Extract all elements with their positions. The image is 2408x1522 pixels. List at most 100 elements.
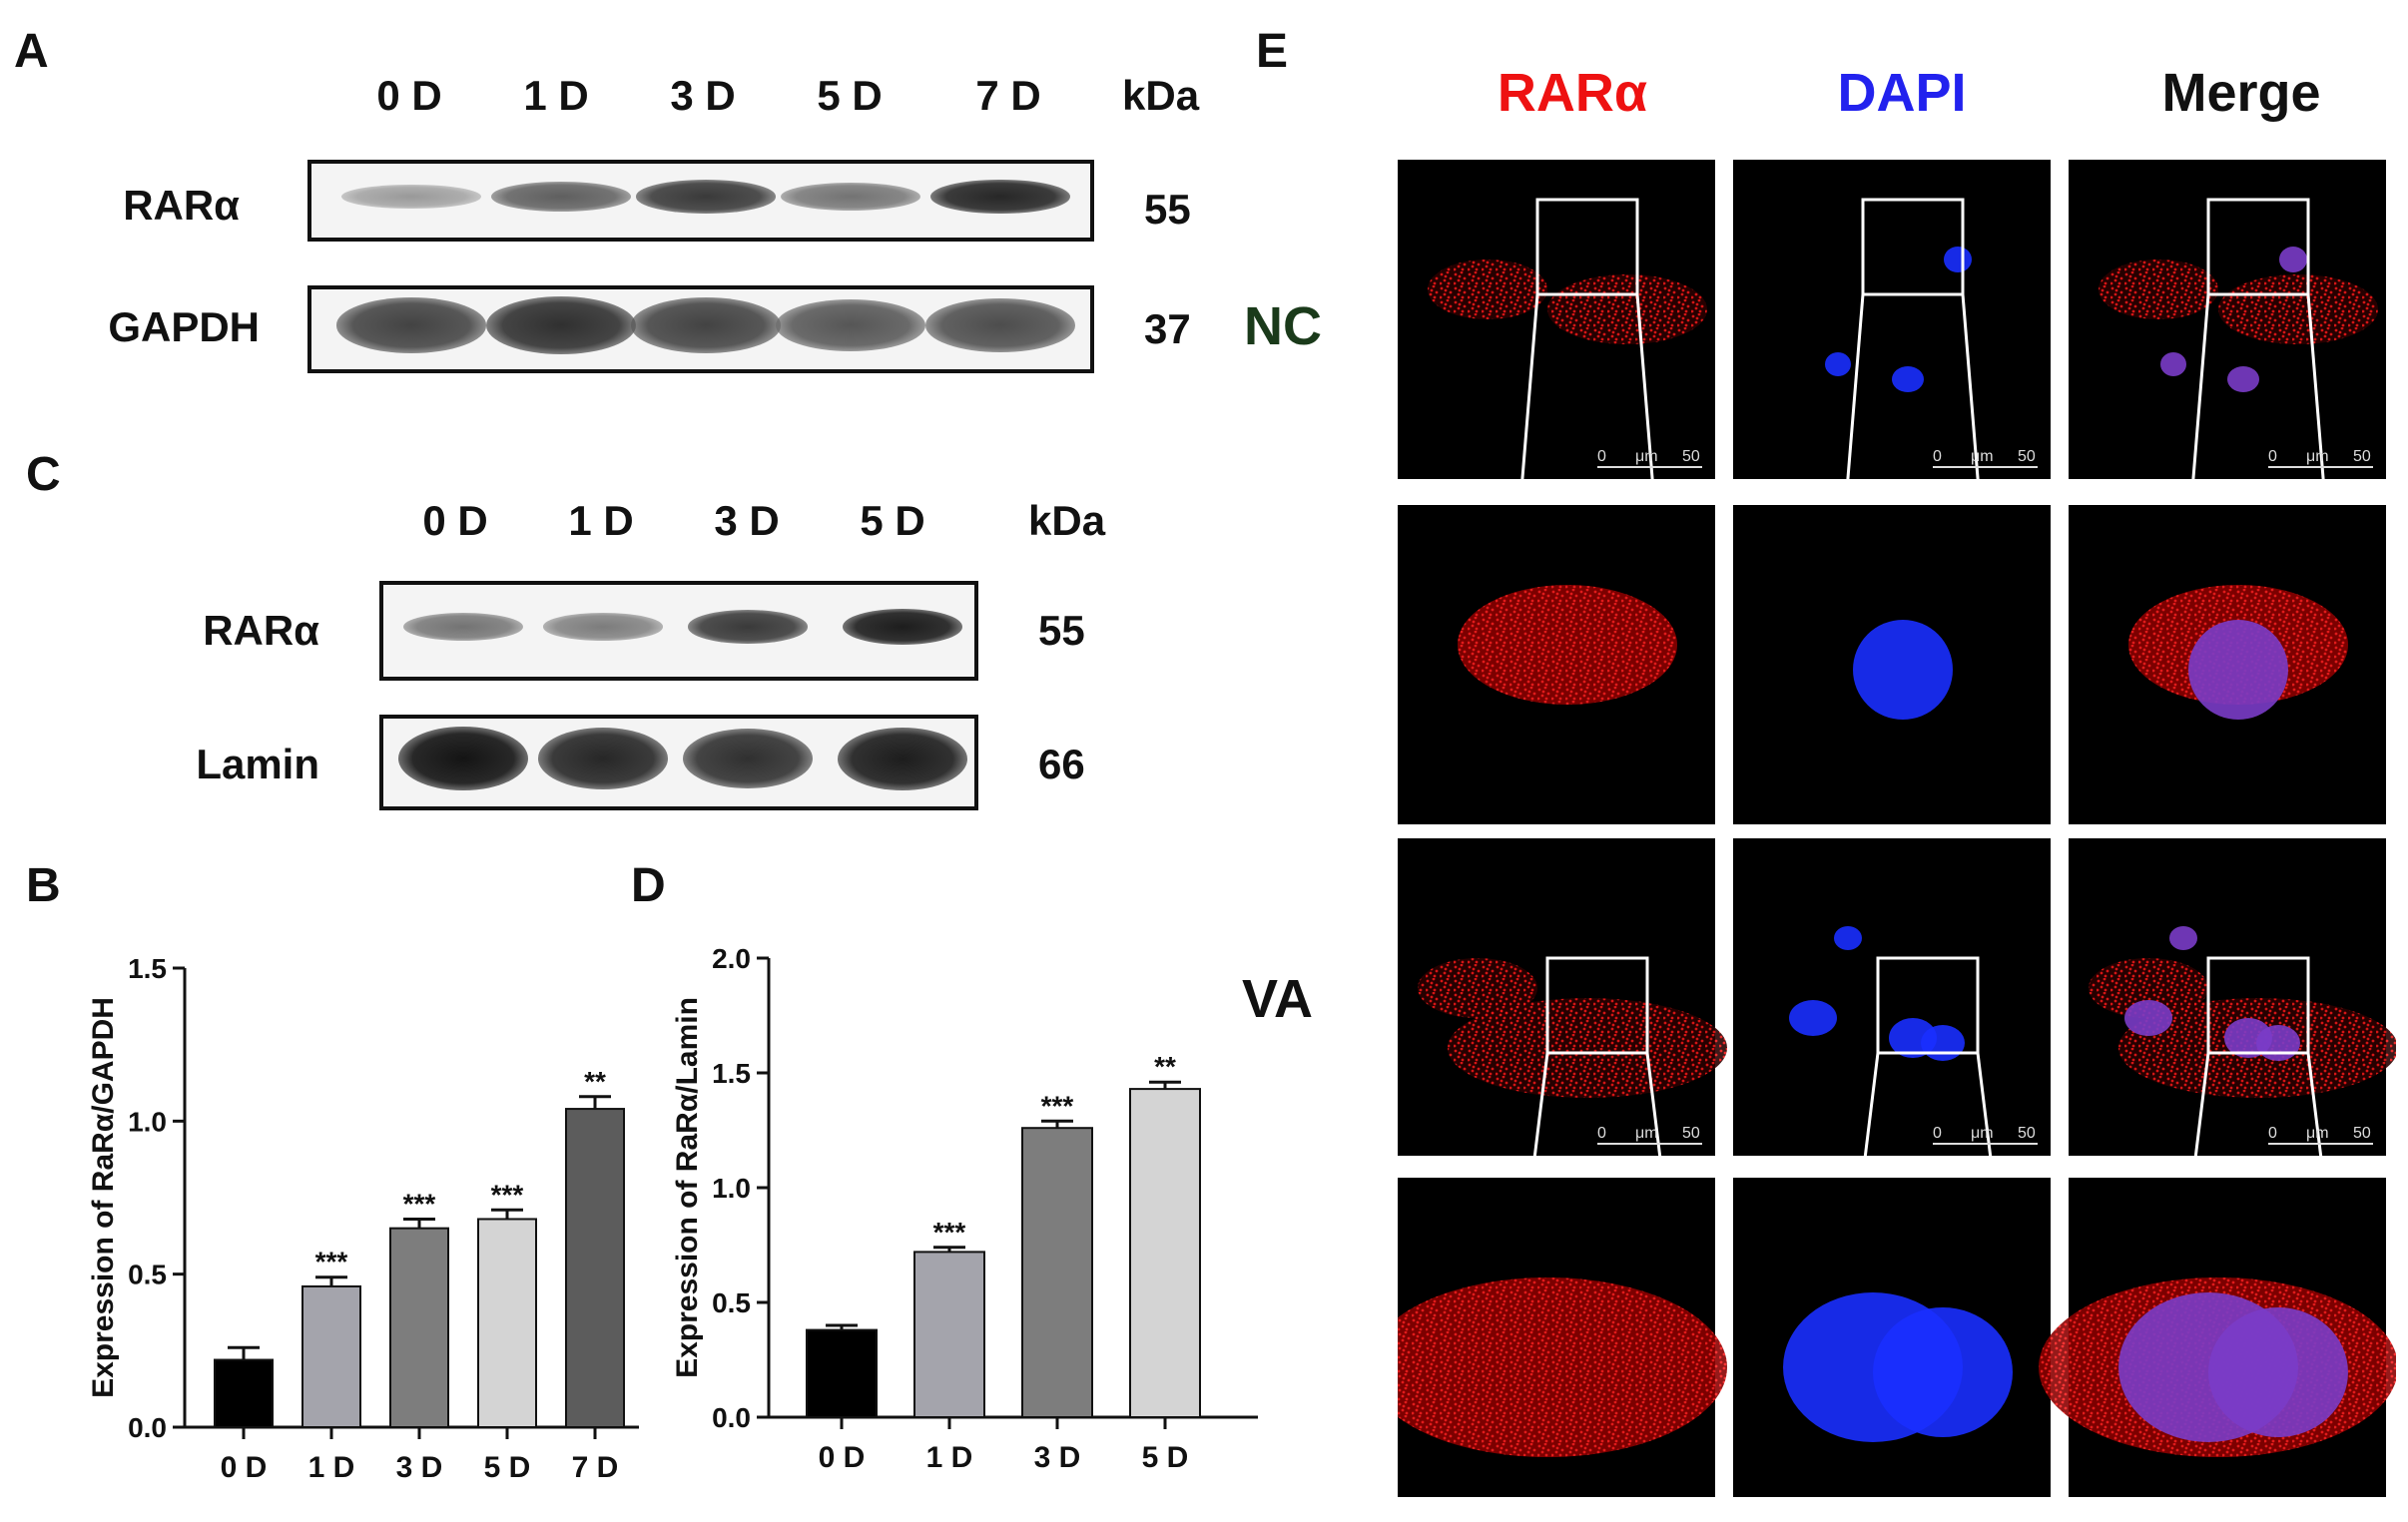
scale-end-label: 50 [2353,448,2371,465]
zoom-box [1535,198,1639,296]
blot-strip-raralpha [379,581,978,681]
blot-band [781,182,920,212]
significance-label: *** [491,1179,524,1210]
scale-start-label: 0 [1597,1125,1606,1142]
nucleus [1892,366,1924,392]
nucleus [2188,620,2288,720]
channel-label-merge: Merge [2161,63,2321,123]
kda-value: 55 [1144,186,1191,233]
nucleus [2124,1000,2172,1036]
micrograph-background [1733,160,2051,479]
y-tick-label: 1.0 [128,1106,167,1137]
blot-row-label: Lamin [196,741,319,787]
cytoplasm-signal [1448,998,1727,1098]
micrograph-blue-row-1: 0 μm 50 [1733,160,2051,540]
panel-label-c: C [26,448,61,501]
bar-chart-b: 0.0 0.5 1.0 1.5 Expression of RaRα/GAPDH 0 D *… [87,953,639,1484]
y-axis-label: Expression of RaRα/Lamin [671,997,704,1378]
bar [913,1251,985,1418]
lane-label: 0 D [422,497,488,544]
significance-label: ** [1154,1051,1176,1082]
nucleus [1944,247,1972,272]
blot-row-label: RARα [203,607,319,654]
cytoplasm-signal [2218,274,2378,344]
blot-band [398,726,528,791]
nucleus [2279,247,2307,272]
micrograph-merge-row-4 [2039,1178,2396,1497]
blot-band [631,297,781,353]
bar [806,1328,878,1419]
bar-chart-d: 0.0 0.5 1.0 1.5 2.0 Expression of RaRα/Lamin 0… [671,943,1258,1474]
kda-value: 66 [1038,741,1085,787]
nucleus [2256,1025,2300,1061]
scale-unit-label: μm [1971,1125,1994,1142]
y-tick-label: 1.0 [712,1173,751,1204]
cytoplasm-signal [1428,259,1547,319]
y-tick-label: 1.5 [128,953,167,984]
scale-end-label: 50 [1682,448,1700,465]
blot-band [636,180,776,214]
zoom-line [1961,293,1985,540]
scale-unit-label: μm [2306,448,2329,465]
nucleus [1921,1025,1965,1061]
scale-unit-label: μm [2306,1125,2329,1142]
zoom-line [1635,293,1659,540]
scale-start-label: 0 [1933,1125,1942,1142]
scale-start-label: 0 [2268,448,2277,465]
micrograph-blue-row-4 [1733,1178,2051,1497]
significance-label: ** [584,1066,606,1097]
x-tick-label: 0 D [221,1451,268,1484]
kda-unit-label: kDa [1122,72,1200,119]
blot-row-label: GAPDH [108,303,260,350]
cytoplasm-signal [1458,585,1677,705]
scale-end-label: 50 [1682,1125,1700,1142]
blot-band [336,297,486,353]
scale-unit-label: μm [1635,1125,1658,1142]
nucleus [1825,352,1851,376]
micrograph-red-row-2 [1398,505,1715,824]
lane-label: 0 D [376,72,442,119]
cytoplasm-signal [1418,958,1537,1018]
cytoplasm-signal [1398,1277,1727,1457]
blot-band [930,179,1070,215]
x-tick-label: 0 D [819,1441,866,1474]
x-tick-label: 5 D [1142,1441,1189,1474]
lane-label: 3 D [670,72,736,119]
bar [1021,1127,1093,1418]
y-tick-label: 0.0 [128,1412,167,1443]
scale-start-label: 0 [1597,448,1606,465]
bar [565,1108,625,1428]
x-tick-label: 5 D [484,1451,531,1484]
blot-band [776,298,925,352]
panel-label-d: D [631,859,666,912]
lane-label: 5 D [817,72,883,119]
blot-band [543,613,663,641]
significance-label: *** [315,1247,348,1277]
significance-label: *** [1041,1090,1074,1121]
blot-band [843,609,962,645]
blot-band [683,729,813,788]
x-tick-label: 1 D [926,1441,973,1474]
panel-label-b: B [26,859,61,912]
bar [301,1284,361,1428]
nucleus [1834,926,1862,950]
channel-label-raralpha: RARα [1497,63,1648,123]
kda-value: 37 [1144,305,1191,352]
lane-label: 3 D [714,497,780,544]
scale-unit-label: μm [1971,448,1994,465]
micrograph-background [1733,838,2051,1156]
significance-label: *** [933,1217,966,1248]
nucleus [2160,352,2186,376]
micrograph-blue-row-3: 0 μm 50 [1733,838,2051,1217]
panel-label-a: A [14,25,49,78]
cytoplasm-signal [1547,274,1707,344]
micrograph-red-row-4 [1398,1178,1727,1497]
zoom-line [1841,293,1865,540]
nucleus [1789,1000,1837,1036]
lane-label: 5 D [860,497,925,544]
channel-label-dapi: DAPI [1837,63,1967,123]
bar [214,1358,274,1428]
blot-band [491,182,631,212]
micrograph-red-row-1: 0 μm 50 [1398,160,1715,540]
zoom-line [2186,293,2210,540]
